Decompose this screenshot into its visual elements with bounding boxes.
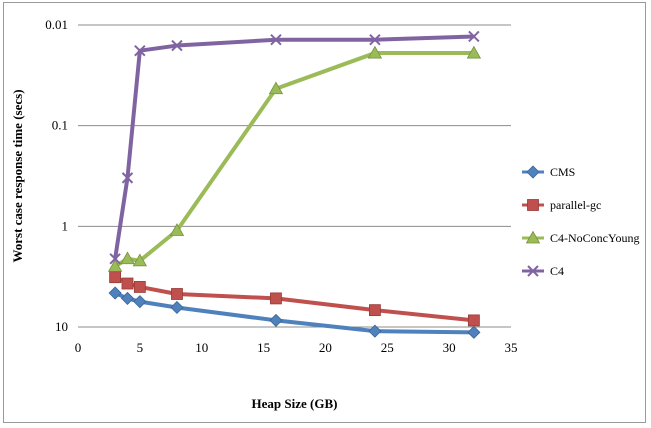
- data-point: [108, 286, 122, 300]
- series-line: [114, 275, 475, 323]
- data-point: [120, 291, 135, 305]
- series-c4: [109, 30, 480, 265]
- legend-item: C4: [522, 264, 564, 278]
- data-point: [170, 300, 184, 315]
- data-point: [121, 277, 134, 290]
- data-point: [171, 288, 183, 300]
- data-point: [109, 271, 122, 284]
- y-axis-title: Worst case response time (secs): [10, 89, 25, 262]
- x-tick-label: 5: [137, 340, 144, 355]
- x-tick-labels: 0 5 10 15 20 25 30 35: [75, 340, 518, 355]
- data-point: [132, 253, 148, 267]
- y-tick-label: 0.1: [52, 118, 68, 133]
- legend-label: C4-NoConcYoung: [550, 231, 639, 245]
- data-point: [121, 172, 134, 184]
- data-point-stroke: [109, 253, 121, 265]
- data-point-stroke: [121, 172, 134, 184]
- x-tick-label: 15: [257, 340, 270, 355]
- series-c4-noconcyoung: [107, 45, 482, 272]
- data-point: [120, 251, 135, 265]
- legend-item: C4-NoConcYoung: [522, 230, 639, 245]
- data-point: [467, 325, 481, 339]
- x-tick-label: 25: [381, 340, 394, 355]
- legend-item: parallel-gc: [522, 198, 601, 212]
- y-tick-label: 10: [55, 319, 68, 334]
- data-point: [369, 304, 381, 317]
- data-point: [527, 199, 539, 211]
- data-point: [109, 253, 121, 265]
- data-point-stroke: [369, 34, 381, 46]
- x-tick-label: 0: [75, 340, 82, 355]
- data-point: [367, 45, 383, 59]
- data-point: [270, 34, 282, 46]
- grid-lines: [78, 24, 511, 227]
- y-tick-label: 0.01: [45, 17, 68, 32]
- series-line: [113, 34, 474, 260]
- data-point: [269, 313, 283, 327]
- y-tick-labels: 0.01 0.1 1 10: [45, 17, 68, 334]
- x-tick-label: 10: [195, 340, 208, 355]
- data-point: [466, 45, 482, 59]
- series-cms: [108, 286, 481, 339]
- series-layer: [107, 30, 482, 339]
- data-point: [133, 281, 146, 293]
- legend-label: CMS: [550, 165, 575, 179]
- legend-label: C4: [550, 264, 564, 278]
- data-point: [369, 34, 381, 46]
- data-point-stroke: [171, 39, 183, 52]
- data-point-stroke: [270, 34, 282, 46]
- x-tick-label: 20: [319, 340, 332, 355]
- x-tick-label: 35: [505, 340, 518, 355]
- data-point-stroke: [134, 44, 146, 57]
- data-point: [526, 165, 540, 179]
- data-point-stroke: [527, 265, 539, 277]
- data-point-stroke: [468, 30, 480, 43]
- y-tick-label: 1: [62, 218, 69, 233]
- series-line: [114, 51, 474, 269]
- data-point: [268, 81, 284, 95]
- data-point: [468, 30, 480, 43]
- data-point: [527, 265, 539, 277]
- data-point: [169, 223, 185, 236]
- data-point: [368, 324, 382, 338]
- legend-label: parallel-gc: [550, 198, 601, 212]
- data-point: [133, 295, 147, 309]
- data-point: [467, 314, 480, 327]
- x-tick-label: 30: [443, 340, 456, 355]
- data-point: [107, 259, 123, 272]
- legend-item: CMS: [522, 165, 575, 179]
- legend: CMS parallel-gc C4-NoConcYoung C4: [522, 165, 639, 278]
- x-axis-title: Heap Size (GB): [252, 396, 338, 411]
- series-parallel-gc: [109, 271, 480, 327]
- data-point: [171, 39, 183, 52]
- data-point: [134, 44, 146, 57]
- data-point: [270, 292, 282, 305]
- data-point: [525, 230, 541, 244]
